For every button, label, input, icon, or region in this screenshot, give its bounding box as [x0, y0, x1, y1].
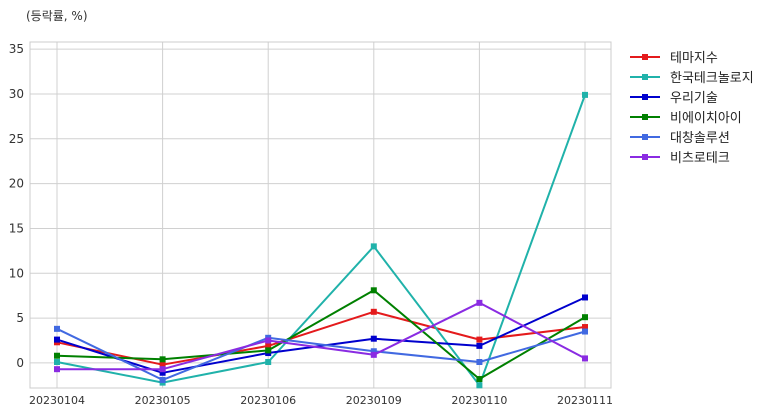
plot-area: [29, 41, 612, 389]
legend-item: 대창솔루션: [630, 131, 730, 146]
legend-item: 비츠로테크: [630, 151, 730, 166]
data-point: [54, 325, 60, 332]
x-tick-label: 20230110: [451, 394, 507, 407]
y-tick-label: 25: [9, 132, 24, 146]
y-axis-label: (등락률, %): [26, 9, 88, 23]
data-point: [476, 382, 483, 389]
data-point: [582, 314, 588, 321]
data-point: [54, 359, 60, 366]
data-point: [582, 355, 588, 362]
series-lines: [54, 91, 588, 389]
y-tick-label: 30: [9, 87, 24, 101]
legend-marker: [642, 134, 648, 140]
data-point: [476, 376, 483, 383]
data-point: [54, 366, 60, 373]
series-line: [56, 289, 586, 380]
data-point: [159, 369, 166, 376]
legend-label: 우리기술: [670, 91, 718, 106]
y-tick-label: 0: [16, 356, 24, 370]
legend-label: 테마지수: [670, 51, 718, 66]
data-point: [159, 376, 166, 383]
data-point: [159, 356, 166, 363]
x-axis-ticks: 20230104 20230105 20230106 20230109 20230110…: [29, 394, 613, 407]
legend-marker: [642, 114, 648, 120]
y-tick-label: 10: [9, 266, 24, 280]
legend-label: 비츠로테크: [670, 151, 730, 166]
grid-lines: [30, 42, 611, 388]
data-point: [370, 243, 377, 250]
data-point: [265, 359, 272, 366]
y-tick-label: 35: [9, 42, 24, 56]
data-point: [582, 324, 588, 331]
legend-marker: [642, 94, 648, 100]
series-line: [56, 327, 586, 381]
data-point: [370, 351, 377, 358]
legend-label: 한국테크놀로지: [670, 71, 754, 86]
series-line: [57, 301, 586, 371]
data-point: [370, 348, 377, 355]
series-line: [56, 296, 586, 374]
legend-item: 우리기술: [630, 91, 718, 106]
data-point: [370, 287, 377, 294]
data-point: [582, 328, 588, 335]
y-tick-label: 15: [9, 221, 24, 235]
x-tick-label: 20230106: [240, 394, 296, 407]
data-point: [159, 361, 166, 368]
data-point: [582, 91, 588, 98]
x-tick-label: 20230111: [557, 394, 613, 407]
legend-label: 대창솔루션: [670, 131, 730, 146]
data-point: [54, 352, 60, 359]
y-tick-label: 5: [16, 311, 24, 325]
data-point: [370, 308, 377, 315]
data-point: [265, 337, 272, 344]
data-point: [159, 366, 166, 373]
legend-item: 테마지수: [630, 51, 718, 66]
data-point: [265, 342, 272, 349]
legend-item: 비에이치아이: [630, 111, 742, 126]
data-point: [370, 335, 377, 342]
data-point: [476, 336, 483, 343]
legend-marker: [642, 54, 648, 60]
legend-marker: [642, 74, 648, 80]
data-point: [476, 359, 483, 366]
data-point: [265, 347, 272, 354]
x-tick-label: 20230109: [346, 394, 402, 407]
legend-marker: [642, 154, 648, 160]
legend-item: 한국테크놀로지: [630, 71, 754, 86]
x-tick-label: 20230105: [135, 394, 191, 407]
y-axis-ticks: 0 5 10 15 20 25 30 35: [9, 42, 24, 370]
y-tick-label: 20: [9, 177, 24, 191]
data-point: [54, 336, 60, 343]
data-point: [476, 299, 483, 306]
data-point: [582, 294, 588, 301]
data-point: [476, 342, 483, 349]
x-tick-label: 20230104: [29, 394, 85, 407]
legend-label: 비에이치아이: [670, 111, 742, 126]
